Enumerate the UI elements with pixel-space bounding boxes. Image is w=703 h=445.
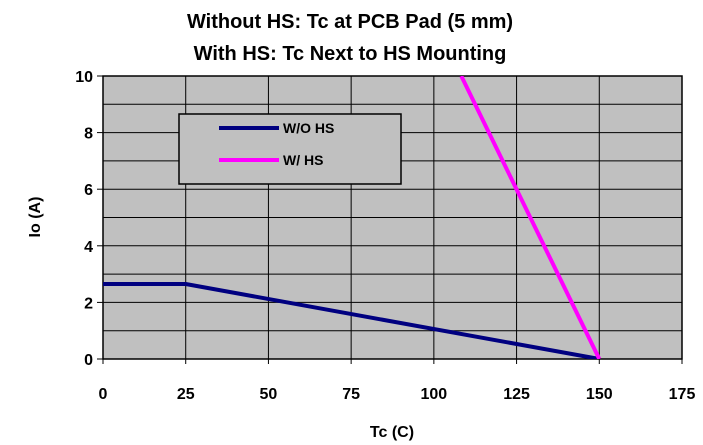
- y-tick-label: 4: [84, 239, 93, 256]
- y-tick-label: 6: [84, 182, 93, 199]
- y-tick-label: 10: [75, 69, 93, 86]
- chart-title-line-2: With HS: Tc Next to HS Mounting: [194, 43, 507, 65]
- plot-frame: [102, 75, 683, 360]
- x-tick-label: 25: [177, 386, 195, 403]
- legend: W/O HS W/ HS: [178, 113, 402, 185]
- y-tick-label: 8: [84, 126, 93, 143]
- x-tick-label: 175: [669, 386, 696, 403]
- x-tick-label: 0: [99, 386, 108, 403]
- series-line-1: [103, 282, 600, 359]
- chart-title-line-1: Without HS: Tc at PCB Pad (5 mm): [187, 11, 513, 33]
- x-tick-label: 50: [260, 386, 278, 403]
- legend-box: [178, 113, 402, 185]
- x-tick-label: 125: [503, 386, 530, 403]
- series-line-2: [459, 76, 602, 359]
- x-axis-title: Tc (C): [370, 424, 414, 441]
- y-tick-label: 0: [84, 352, 93, 369]
- x-tick-label: 100: [421, 386, 448, 403]
- x-tick-label: 150: [586, 386, 613, 403]
- legend-label: W/O HS: [283, 120, 334, 136]
- y-axis-title: Io (A): [27, 197, 44, 238]
- x-tick-label: 75: [342, 386, 360, 403]
- legend-label: W/ HS: [283, 152, 323, 168]
- y-tick-label: 2: [84, 295, 93, 312]
